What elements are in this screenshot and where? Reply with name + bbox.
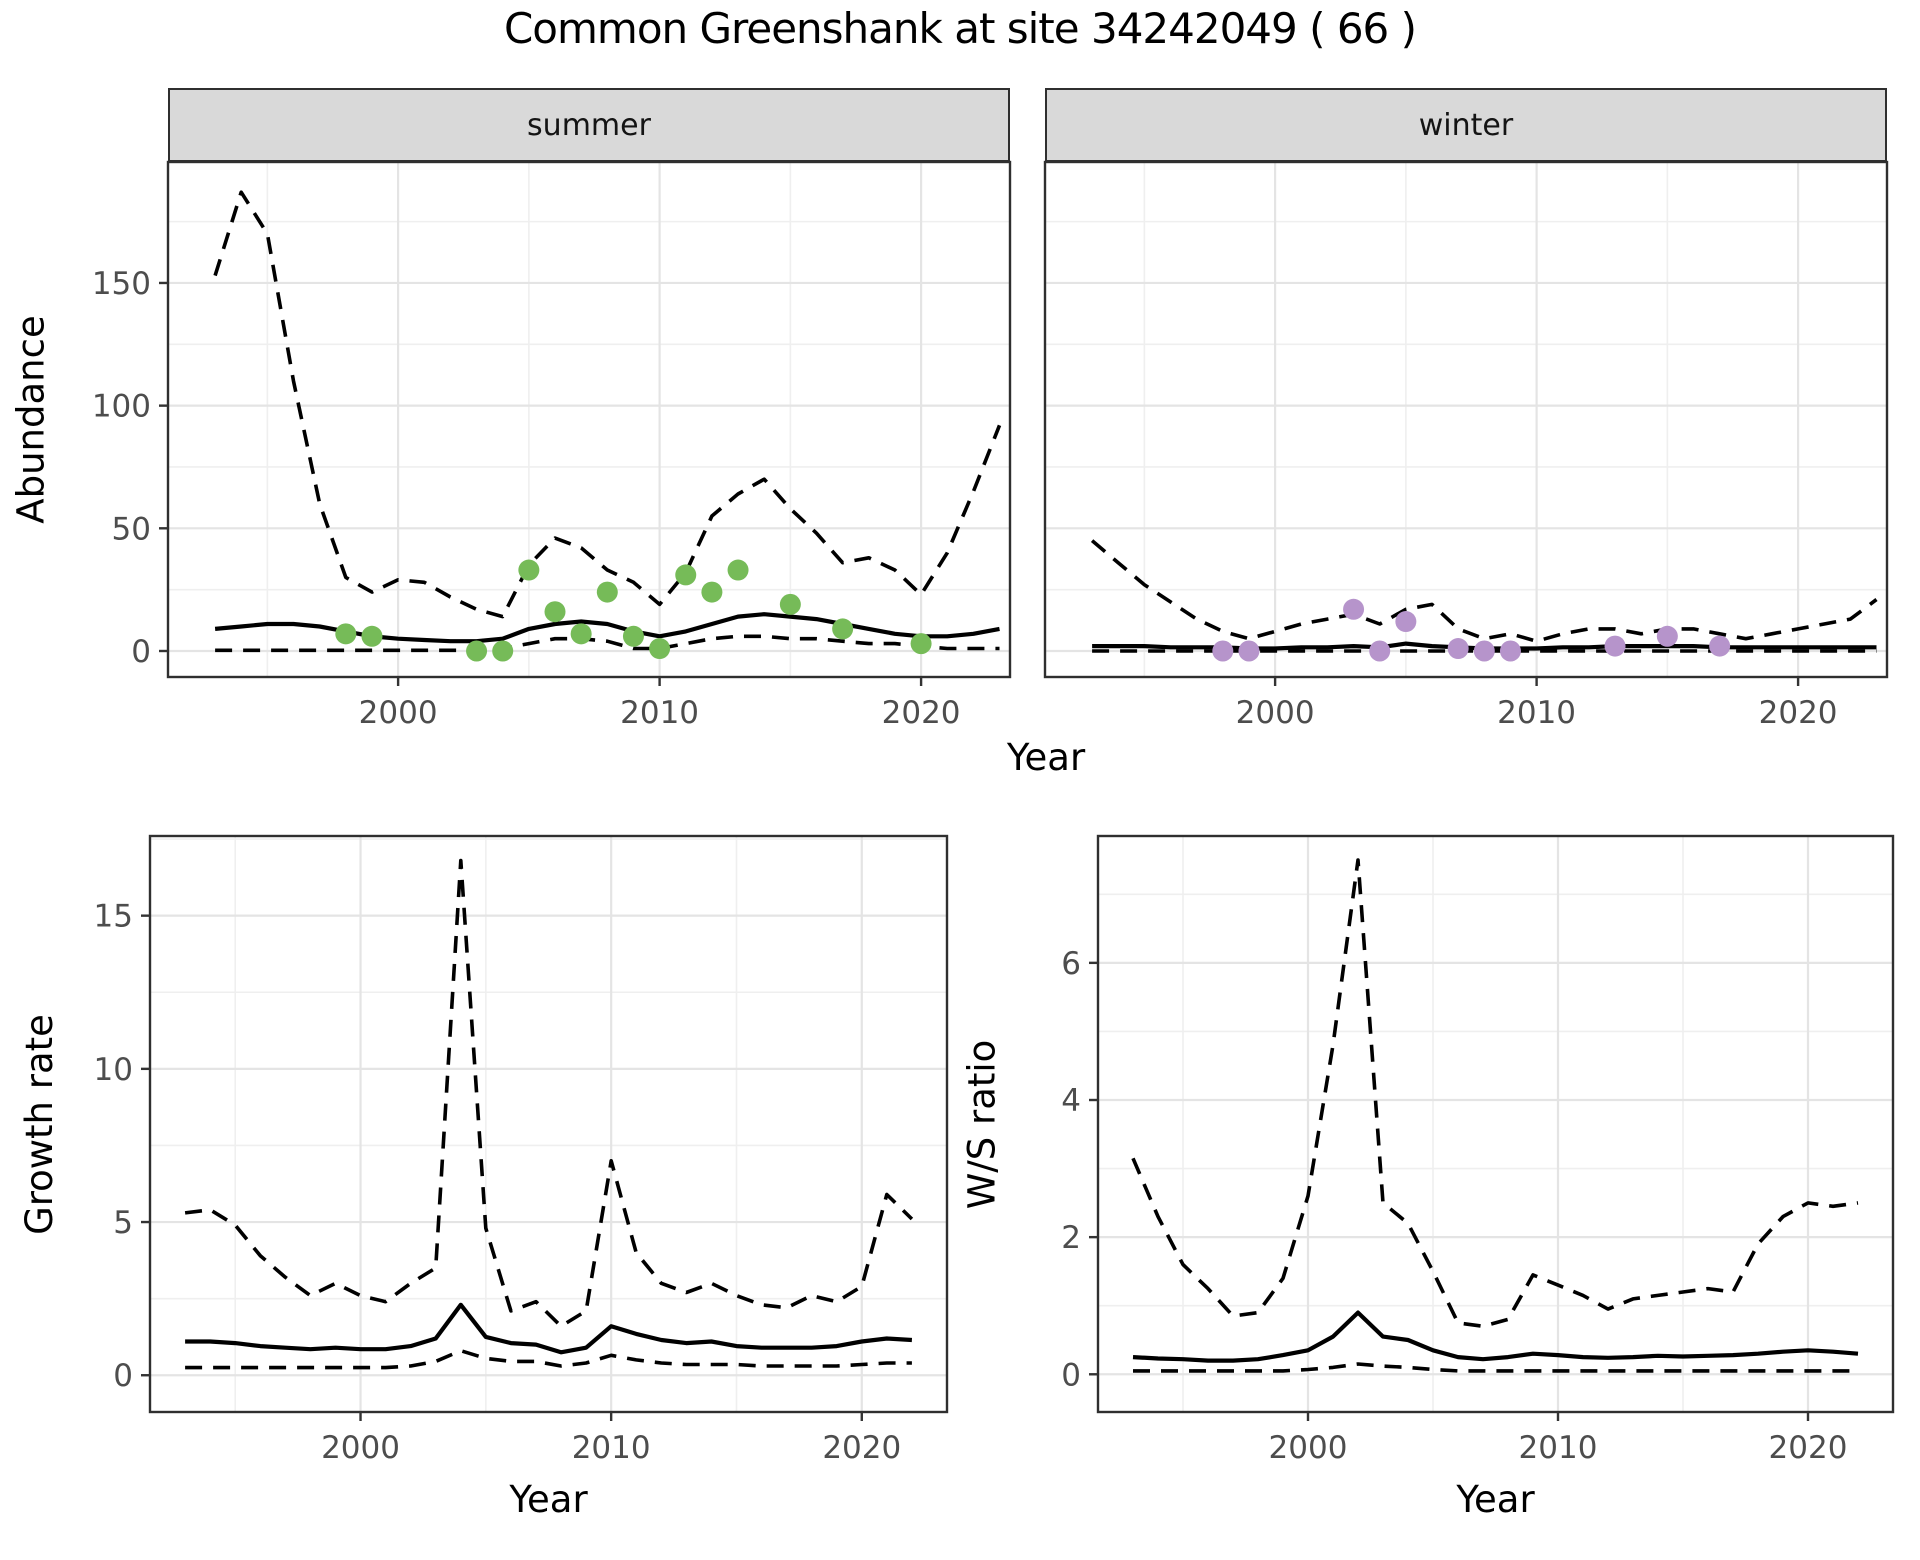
svg-text:2010: 2010 xyxy=(1497,695,1576,731)
facet-strip-summer: summer xyxy=(168,88,1010,162)
panel-abundance-summer: 2000 2010 2020 0 50 100 150 xyxy=(92,160,1012,731)
svg-text:2000: 2000 xyxy=(359,695,438,731)
svg-text:2010: 2010 xyxy=(572,1430,651,1466)
abundance-axis-title: Abundance xyxy=(9,315,53,524)
svg-text:2000: 2000 xyxy=(1236,695,1315,731)
year-axis-title-top: Year xyxy=(1006,736,1086,779)
svg-text:2000: 2000 xyxy=(1269,1430,1348,1466)
svg-text:10: 10 xyxy=(94,1052,133,1088)
facet-strip-winter-label: winter xyxy=(1418,107,1514,143)
svg-text:150: 150 xyxy=(92,266,151,302)
growth-rate-axis-title: Growth rate xyxy=(17,1013,61,1235)
facet-strip-winter: winter xyxy=(1045,88,1887,162)
chart-title: Common Greenshank at site 34242049 ( 66 … xyxy=(503,4,1417,53)
svg-text:2020: 2020 xyxy=(882,695,961,731)
svg-text:0: 0 xyxy=(131,634,151,670)
svg-text:2020: 2020 xyxy=(822,1430,901,1466)
svg-text:6: 6 xyxy=(1061,946,1081,982)
svg-text:2020: 2020 xyxy=(1769,1430,1848,1466)
panel-growth-rate: 2000 2010 2020 0 5 10 15 xyxy=(94,834,949,1466)
svg-text:50: 50 xyxy=(112,511,151,547)
svg-text:2010: 2010 xyxy=(620,695,699,731)
svg-text:2020: 2020 xyxy=(1759,695,1838,731)
svg-text:0: 0 xyxy=(113,1358,133,1394)
facet-strip-summer-label: summer xyxy=(527,107,651,143)
svg-text:2010: 2010 xyxy=(1519,1430,1598,1466)
svg-text:5: 5 xyxy=(113,1205,133,1241)
svg-text:0: 0 xyxy=(1061,1357,1081,1393)
panel-abundance-winter: 2000 2010 2020 xyxy=(1043,160,1889,731)
svg-text:2000: 2000 xyxy=(321,1430,400,1466)
svg-text:15: 15 xyxy=(94,899,133,935)
year-axis-title-growth: Year xyxy=(509,1478,588,1521)
svg-text:4: 4 xyxy=(1061,1083,1081,1119)
panel-ws-ratio: 2000 2010 2020 0 2 4 6 xyxy=(1061,834,1895,1466)
svg-text:2: 2 xyxy=(1061,1220,1081,1256)
ws-ratio-axis-title: W/S ratio xyxy=(960,1039,1004,1209)
year-axis-title-ws: Year xyxy=(1456,1478,1535,1521)
svg-text:100: 100 xyxy=(92,389,151,425)
